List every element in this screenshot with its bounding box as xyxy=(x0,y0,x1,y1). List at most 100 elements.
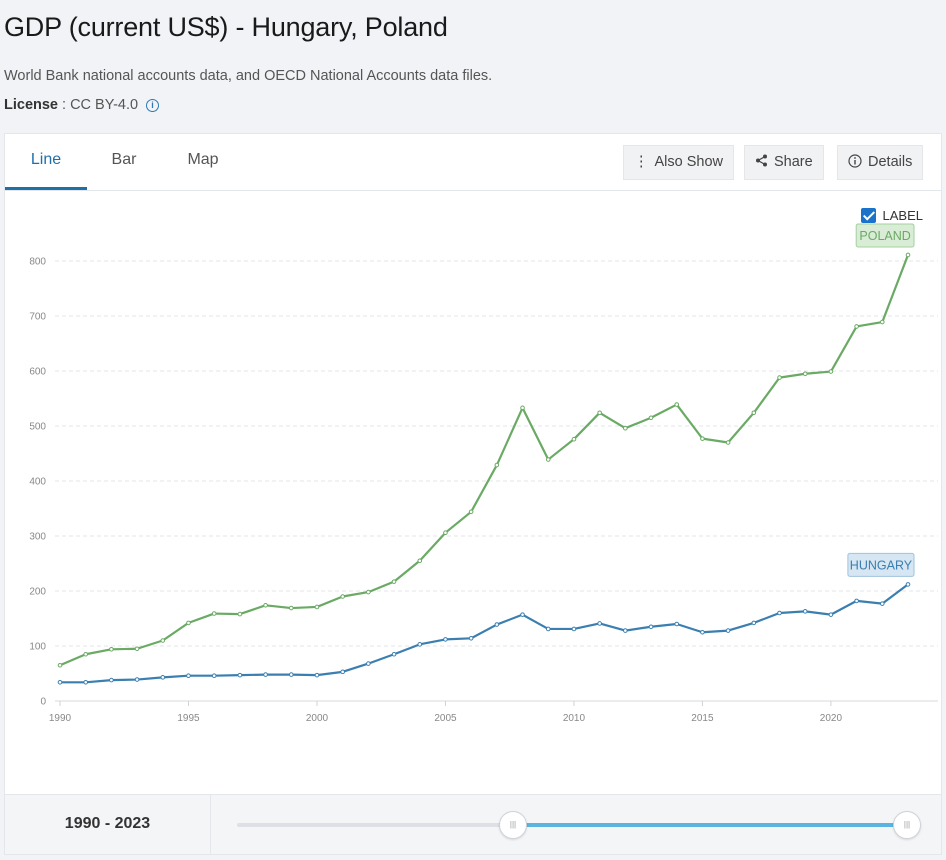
range-footer: 1990 - 2023 ||| ||| xyxy=(4,795,942,855)
range-end-handle[interactable]: ||| xyxy=(893,811,921,839)
y-tick-label: 200 xyxy=(29,587,46,598)
data-point-hungary xyxy=(211,673,217,679)
data-point-poland xyxy=(134,646,140,652)
license-value: : CC BY-4.0 xyxy=(58,97,139,113)
data-point-poland xyxy=(468,509,474,515)
data-point-poland xyxy=(905,252,911,258)
data-point-poland xyxy=(623,425,628,431)
share-button[interactable]: Share xyxy=(744,145,824,180)
range-text: 1990 - 2023 xyxy=(5,795,211,855)
data-point-hungary xyxy=(263,672,268,677)
data-point-poland xyxy=(802,371,808,377)
data-point-poland xyxy=(597,410,602,416)
series-line-hungary xyxy=(60,583,909,684)
tab-map[interactable]: Map xyxy=(187,151,219,168)
data-point-hungary xyxy=(494,622,500,627)
info-icon[interactable]: i xyxy=(146,99,160,112)
y-tick-label: 700 xyxy=(29,312,46,323)
data-point-poland xyxy=(777,375,782,380)
data-point-poland xyxy=(288,605,294,611)
x-tick-label: 1990 xyxy=(49,713,72,724)
data-point-poland xyxy=(160,638,166,643)
range-slider-track[interactable] xyxy=(237,823,905,827)
data-point-hungary xyxy=(648,624,654,630)
x-tick-label: 2015 xyxy=(691,713,714,724)
also-show-label: Also Show xyxy=(654,154,724,170)
x-tick-label: 2020 xyxy=(820,713,843,724)
data-point-hungary xyxy=(391,651,397,657)
data-point-poland xyxy=(880,319,885,325)
label-toggle-text: LABEL xyxy=(882,208,923,223)
x-tick-label: 2000 xyxy=(306,713,329,724)
series-label-hungary: HUNGARY xyxy=(850,558,913,572)
range-start-handle[interactable]: ||| xyxy=(499,811,527,839)
data-point-poland xyxy=(700,436,705,441)
data-point-poland xyxy=(391,579,397,584)
details-button[interactable]: Details xyxy=(837,145,924,180)
data-point-poland xyxy=(520,405,525,411)
data-point-hungary xyxy=(545,626,551,632)
label-toggle[interactable]: LABEL xyxy=(860,208,923,223)
x-tick-label: 2010 xyxy=(563,713,586,724)
data-point-hungary xyxy=(623,628,628,633)
data-point-hungary xyxy=(417,642,423,647)
data-point-hungary xyxy=(366,661,371,666)
data-point-hungary xyxy=(828,612,834,617)
line-chart: 0 100 200 300 400 500 600 700 800 1990 1995 2000 200… xyxy=(29,223,938,724)
data-point-poland xyxy=(83,651,88,657)
data-point-hungary xyxy=(109,677,114,683)
x-tick-label: 2005 xyxy=(434,713,457,724)
data-point-poland xyxy=(674,402,680,407)
data-point-hungary xyxy=(160,675,166,680)
data-point-poland xyxy=(725,440,731,445)
label-checkbox[interactable] xyxy=(860,208,876,223)
data-point-poland xyxy=(494,462,500,468)
data-point-poland xyxy=(854,324,859,329)
data-point-poland xyxy=(263,603,268,608)
data-point-hungary xyxy=(880,601,885,606)
share-label: Share xyxy=(774,154,813,170)
data-point-hungary xyxy=(725,628,731,633)
data-point-hungary xyxy=(57,680,63,685)
data-point-poland xyxy=(417,558,423,564)
page-title: GDP (current US$) - Hungary, Poland xyxy=(4,12,448,42)
details-label: Details xyxy=(868,154,913,170)
data-point-hungary xyxy=(674,621,680,627)
license-label: License xyxy=(4,97,58,113)
y-tick-label: 600 xyxy=(29,367,46,378)
chart-card: Line Bar Map ⋮ Also Show Share Details LA… xyxy=(4,133,942,795)
data-point-hungary xyxy=(468,636,474,641)
data-point-hungary xyxy=(751,620,757,626)
tab-line[interactable]: Line xyxy=(5,134,87,190)
x-tick-label: 1995 xyxy=(177,713,200,724)
data-point-hungary xyxy=(340,669,345,675)
data-point-poland xyxy=(109,647,114,652)
data-point-poland xyxy=(57,662,63,668)
data-point-hungary xyxy=(83,680,88,685)
series-label-poland: POLAND xyxy=(859,229,910,243)
data-point-hungary xyxy=(237,672,243,678)
y-tick-label: 400 xyxy=(29,477,46,488)
y-tick-label: 500 xyxy=(29,422,46,433)
also-show-button[interactable]: ⋮ Also Show xyxy=(623,145,735,180)
data-point-poland xyxy=(186,620,191,626)
y-tick-label: 800 xyxy=(29,257,46,268)
data-point-hungary xyxy=(288,672,294,677)
tab-bar[interactable]: Bar xyxy=(111,151,137,168)
y-tick-label: 0 xyxy=(40,697,46,708)
info-circle-icon xyxy=(848,146,862,179)
data-point-hungary xyxy=(597,621,602,626)
chart-tabs: Line Bar Map ⋮ Also Show Share Details xyxy=(5,134,941,191)
data-point-poland xyxy=(314,604,320,610)
data-point-poland xyxy=(340,594,345,599)
data-point-poland xyxy=(366,589,371,595)
y-tick-label: 100 xyxy=(29,642,46,653)
data-point-hungary xyxy=(314,672,320,678)
data-point-poland xyxy=(443,530,448,536)
data-point-poland xyxy=(211,611,217,616)
data-point-poland xyxy=(751,410,757,416)
data-point-poland xyxy=(648,415,654,421)
data-point-hungary xyxy=(571,626,577,632)
data-point-hungary xyxy=(854,598,859,604)
license-line: License : CC BY-4.0 i xyxy=(4,97,160,113)
